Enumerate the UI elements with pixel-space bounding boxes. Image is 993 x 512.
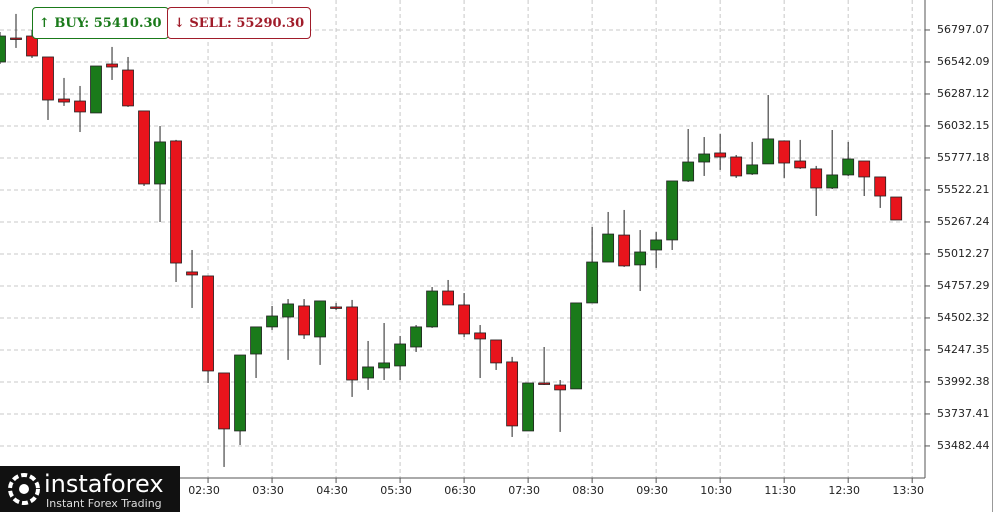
candle-body <box>570 302 583 390</box>
logo: instaforex Instant Forex Trading <box>0 466 180 512</box>
x-tick-label: 09:30 <box>636 484 668 497</box>
candle-body <box>282 303 294 318</box>
candle-body <box>746 164 759 175</box>
candle-body <box>618 234 631 267</box>
y-tick-label: 56287.12 <box>937 87 990 100</box>
candle-body <box>122 69 134 107</box>
y-tick-label: 56032.15 <box>937 119 990 132</box>
candle-body <box>186 271 198 276</box>
y-tick-label: 55777.18 <box>937 151 990 164</box>
candle-body <box>42 56 54 101</box>
x-tick-label: 03:30 <box>252 484 284 497</box>
candle-body <box>202 275 214 372</box>
buy-label: BUY: 55410.30 <box>54 16 162 31</box>
x-tick-label: 04:30 <box>316 484 348 497</box>
candle-body <box>634 251 647 266</box>
y-tick-label: 55522.21 <box>937 183 990 196</box>
candle-body <box>714 152 727 158</box>
candle-body <box>170 140 182 264</box>
x-tick-label: 02:30 <box>188 484 220 497</box>
candle-body <box>890 196 903 221</box>
candle-body <box>138 110 150 185</box>
sell-label: SELL: 55290.30 <box>189 16 305 31</box>
y-tick-label: 56542.09 <box>937 55 990 68</box>
candle-body <box>74 100 86 113</box>
candle-body <box>554 384 567 391</box>
candle-body <box>730 156 743 177</box>
x-tick-label: 05:30 <box>380 484 412 497</box>
candle-body <box>506 361 519 427</box>
logo-tagline: Instant Forex Trading <box>46 497 162 510</box>
logo-name: instaforex <box>44 470 164 498</box>
y-tick-label: 56797.07 <box>937 23 990 36</box>
candle-body <box>26 35 38 57</box>
candle-body <box>154 141 166 185</box>
y-tick-label: 53737.41 <box>937 407 990 420</box>
y-tick-label: 55012.27 <box>937 247 990 260</box>
candle-body <box>666 180 679 241</box>
candle-body <box>250 326 262 355</box>
x-tick-label: 07:30 <box>508 484 540 497</box>
candle-body <box>0 35 6 63</box>
x-tick-label: 11:30 <box>764 484 796 497</box>
sell-button[interactable]: ↓ SELL: 55290.30 <box>167 7 312 39</box>
candle-body <box>538 382 551 385</box>
y-tick-label: 54757.29 <box>937 279 990 292</box>
candle-body <box>682 161 695 182</box>
candle-body <box>442 290 454 306</box>
y-tick-label: 54502.32 <box>937 311 990 324</box>
candle-body <box>106 63 118 68</box>
candle-body <box>586 261 599 304</box>
candle-body <box>58 98 70 103</box>
candle-body <box>426 290 438 328</box>
y-tick-label: 53992.38 <box>937 375 990 388</box>
candle-body <box>698 153 711 163</box>
candle-body <box>810 168 823 189</box>
candle-body <box>602 233 615 263</box>
buy-button[interactable]: ↑ BUY: 55410.30 <box>32 7 169 39</box>
candle-body <box>330 306 342 309</box>
x-tick-label: 08:30 <box>572 484 604 497</box>
y-tick-label: 54247.35 <box>937 343 990 356</box>
candle-body <box>490 339 503 364</box>
candle-body <box>410 326 422 348</box>
candle-body <box>826 174 839 189</box>
candle-body <box>346 306 358 381</box>
candle-body <box>650 239 663 251</box>
candle-body <box>218 372 230 430</box>
candle-body <box>90 65 102 114</box>
candle-body <box>378 362 390 369</box>
candle-body <box>298 305 310 336</box>
candle-body <box>858 160 871 178</box>
y-tick-label: 53482.44 <box>937 439 990 452</box>
candle-body <box>266 315 278 328</box>
candle-body <box>314 300 326 338</box>
candle-body <box>762 138 775 165</box>
candle-body <box>522 382 535 432</box>
x-tick-label: 10:30 <box>700 484 732 497</box>
candle-body <box>842 158 855 176</box>
candle-body <box>234 354 246 432</box>
candle-body <box>10 37 22 40</box>
x-tick-label: 06:30 <box>444 484 476 497</box>
x-tick-label: 12:30 <box>828 484 860 497</box>
candle-body <box>458 304 471 335</box>
candle-body <box>474 332 487 340</box>
x-tick-label: 13:30 <box>892 484 924 497</box>
candle-body <box>874 176 887 197</box>
y-tick-label: 55267.24 <box>937 215 990 228</box>
logo-icon <box>8 473 40 505</box>
candle-body <box>362 366 374 379</box>
candle-body <box>394 343 406 367</box>
candle-body <box>778 140 791 164</box>
candle-body <box>794 160 807 169</box>
